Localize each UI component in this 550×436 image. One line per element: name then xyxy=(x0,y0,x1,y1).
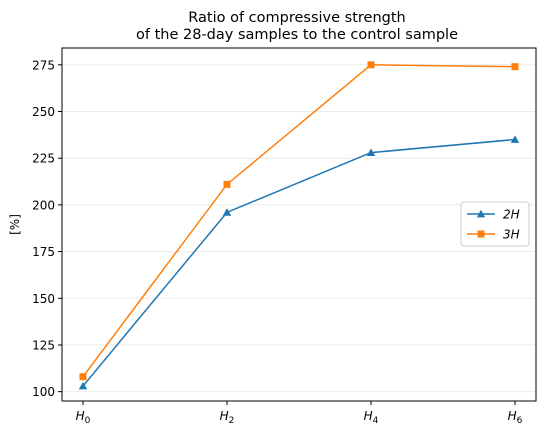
data-point xyxy=(222,208,232,216)
y-axis-label: [%] xyxy=(8,214,22,235)
legend-marker xyxy=(477,230,485,238)
data-point xyxy=(223,180,231,188)
data-point xyxy=(511,63,519,71)
y-tick-label: 200 xyxy=(32,198,55,212)
series-2h xyxy=(78,135,520,390)
y-tick-label: 250 xyxy=(32,105,55,119)
legend-item: 3H xyxy=(467,228,520,242)
y-tick-label: 275 xyxy=(32,58,55,72)
y-tick-label: 225 xyxy=(32,152,55,166)
x-tick-label-base: H xyxy=(76,409,85,423)
x-tick-label: H2 xyxy=(220,409,235,426)
legend-label: 2H xyxy=(503,208,520,222)
y-tick-label: 100 xyxy=(32,385,55,399)
legend-item: 2H xyxy=(467,208,520,222)
x-tick-label-base: H xyxy=(220,409,229,423)
series-line xyxy=(82,138,516,387)
x-tick-label-sub: 2 xyxy=(229,416,235,426)
legend-label: 3H xyxy=(503,228,520,242)
series-3h xyxy=(79,61,519,381)
series-layer xyxy=(78,61,520,390)
series-line xyxy=(82,64,516,378)
x-tick-label-base: H xyxy=(364,409,373,423)
x-tick-label-sub: 6 xyxy=(517,416,523,426)
data-point xyxy=(366,148,376,156)
chart-title-line-2: of the 28-day samples to the control sam… xyxy=(136,27,458,43)
data-point xyxy=(367,61,375,69)
y-tick-label: 150 xyxy=(32,292,55,306)
plot-frame xyxy=(61,47,537,402)
x-axis-ticks: H0 H2 H4 H6 xyxy=(76,401,523,426)
x-tick-label-sub: 4 xyxy=(373,416,379,426)
x-tick-label: H4 xyxy=(364,409,379,426)
data-point xyxy=(78,381,88,390)
legend-marker xyxy=(476,209,486,218)
data-point xyxy=(510,135,520,143)
x-tick-label: H6 xyxy=(508,409,523,426)
y-tick-label: 125 xyxy=(32,338,55,352)
y-axis-ticks: 100 125 150 175 200 225 250 275 xyxy=(32,58,62,399)
chart-title-line-1: Ratio of compressive strength xyxy=(188,10,405,26)
x-tick-label-base: H xyxy=(508,409,517,423)
data-point xyxy=(79,373,87,381)
x-tick-label-sub: 0 xyxy=(85,416,91,426)
x-tick-label: H0 xyxy=(76,409,91,426)
y-tick-label: 175 xyxy=(32,245,55,259)
